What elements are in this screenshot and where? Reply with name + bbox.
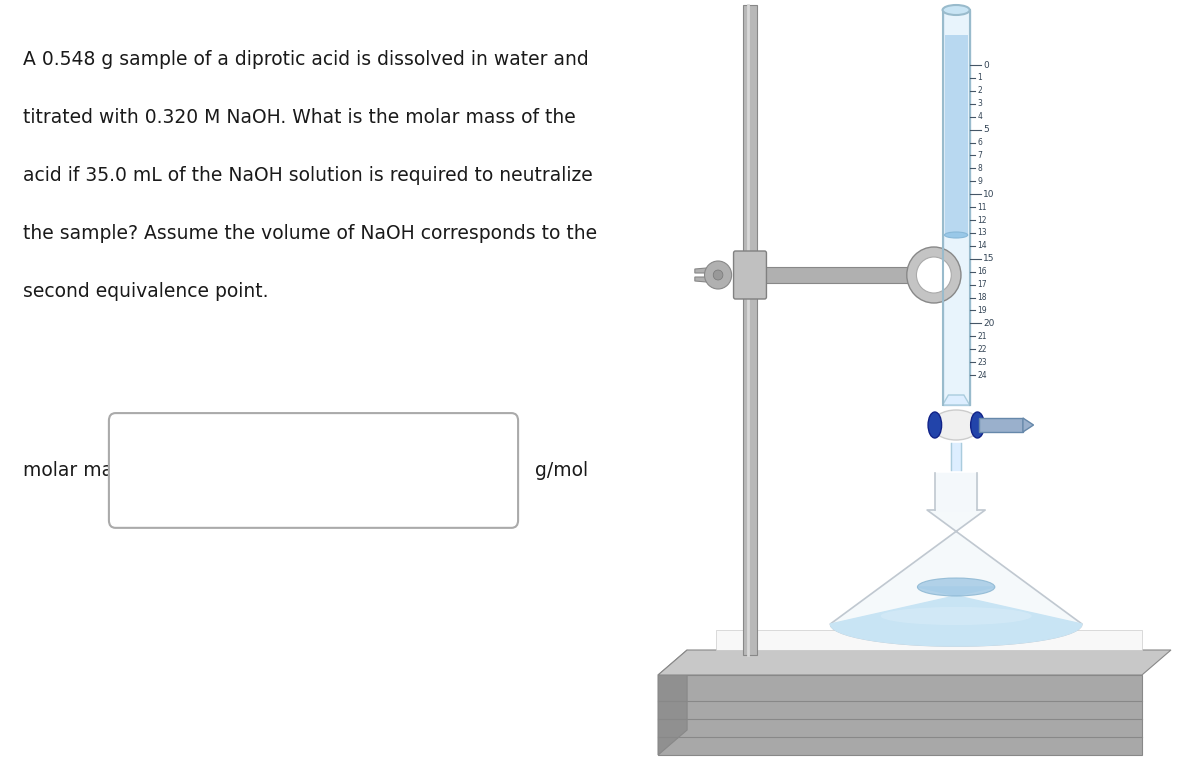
Text: 21: 21	[978, 332, 986, 340]
Text: 12: 12	[978, 216, 986, 224]
FancyBboxPatch shape	[109, 413, 518, 528]
Text: 19: 19	[978, 306, 988, 315]
Text: 3: 3	[978, 99, 983, 109]
Text: 10: 10	[983, 190, 995, 199]
Text: 17: 17	[978, 280, 988, 289]
Text: titrated with 0.320 M NaOH. What is the molar mass of the: titrated with 0.320 M NaOH. What is the …	[23, 108, 576, 127]
Text: the sample? Assume the volume of NaOH corresponds to the: the sample? Assume the volume of NaOH co…	[23, 224, 598, 243]
Text: 5: 5	[983, 125, 989, 134]
Bar	[743, 5, 757, 655]
Text: 13: 13	[978, 229, 988, 237]
Text: 9: 9	[978, 177, 983, 186]
Text: 22: 22	[978, 345, 986, 353]
Polygon shape	[830, 510, 1082, 646]
Circle shape	[704, 261, 732, 289]
Text: 2: 2	[978, 86, 982, 96]
Polygon shape	[695, 267, 718, 273]
Ellipse shape	[932, 410, 980, 440]
Polygon shape	[942, 395, 970, 405]
Circle shape	[907, 247, 961, 303]
Text: 4: 4	[978, 112, 983, 121]
FancyBboxPatch shape	[733, 251, 767, 299]
Polygon shape	[935, 473, 978, 510]
Text: 8: 8	[978, 164, 982, 173]
Polygon shape	[716, 630, 1142, 650]
Ellipse shape	[928, 412, 942, 438]
Ellipse shape	[918, 578, 995, 596]
Polygon shape	[658, 650, 688, 755]
Polygon shape	[658, 650, 1171, 675]
Ellipse shape	[944, 232, 967, 238]
Ellipse shape	[942, 5, 970, 15]
Polygon shape	[658, 675, 1142, 755]
Text: acid if 35.0 mL of the NaOH solution is required to neutralize: acid if 35.0 mL of the NaOH solution is …	[23, 166, 593, 185]
Text: A 0.548 g sample of a diprotic acid is dissolved in water and: A 0.548 g sample of a diprotic acid is d…	[23, 50, 589, 69]
Circle shape	[713, 270, 722, 280]
Text: 1: 1	[978, 73, 982, 83]
Ellipse shape	[881, 607, 1032, 625]
Polygon shape	[695, 277, 718, 283]
Text: 11: 11	[978, 203, 986, 212]
Polygon shape	[830, 587, 1082, 646]
Bar	[944, 35, 967, 235]
Text: 15: 15	[983, 254, 995, 263]
Text: molar mass:: molar mass:	[23, 461, 139, 480]
Text: 23: 23	[978, 357, 988, 366]
Bar	[942, 10, 970, 405]
Polygon shape	[1022, 418, 1033, 432]
Text: 18: 18	[978, 293, 986, 302]
Text: 20: 20	[983, 319, 995, 328]
Text: second equivalence point.: second equivalence point.	[23, 282, 269, 301]
Text: 14: 14	[978, 241, 988, 250]
Bar	[757, 267, 919, 283]
Circle shape	[917, 257, 952, 293]
Text: 16: 16	[978, 267, 988, 276]
Ellipse shape	[971, 412, 984, 438]
Text: 6: 6	[978, 138, 983, 147]
Text: 0: 0	[983, 60, 989, 70]
Bar	[979, 418, 1022, 432]
Text: g/mol: g/mol	[535, 461, 588, 480]
Text: 7: 7	[978, 151, 983, 160]
Text: 24: 24	[978, 370, 988, 379]
